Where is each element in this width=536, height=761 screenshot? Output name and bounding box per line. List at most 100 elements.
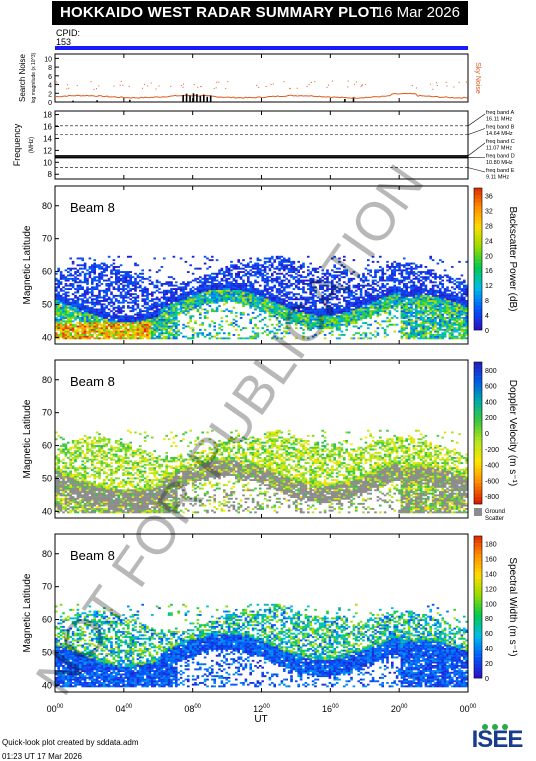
- search-noise-bar: [206, 96, 209, 102]
- echo-cell: [153, 303, 156, 306]
- cpid-value: 153: [56, 37, 72, 47]
- echo-cell: [206, 291, 209, 294]
- echo-cell: [441, 318, 444, 321]
- echo-cell: [232, 267, 236, 270]
- echo-cell: [91, 328, 94, 331]
- echo-cell: [242, 337, 245, 340]
- echo-cell: [79, 279, 82, 282]
- echo-cell: [115, 306, 118, 309]
- echo-cell: [81, 337, 84, 340]
- sky-noise-point: [256, 84, 258, 86]
- echo-cell: [263, 284, 267, 287]
- echo-cell: [400, 311, 404, 314]
- echo-cell: [302, 310, 305, 313]
- echo-cell: [244, 284, 248, 287]
- echo-cell: [160, 334, 164, 336]
- sky-noise-point: [283, 81, 285, 83]
- echo-cell: [417, 289, 420, 292]
- echo-cell: [112, 311, 116, 314]
- echo-cell: [69, 325, 72, 328]
- echo-cell: [230, 283, 233, 285]
- echo-cell: [69, 313, 72, 316]
- echo-cell: [249, 300, 252, 302]
- echo-cell: [112, 262, 116, 265]
- echo-cell: [235, 298, 238, 301]
- echo-cell: [254, 264, 257, 267]
- sky-noise-point: [181, 85, 183, 87]
- echo-cell: [446, 276, 449, 279]
- echo-cell: [93, 262, 96, 265]
- echo-cell: [407, 337, 411, 340]
- echo-cell: [139, 311, 142, 314]
- echo-cell: [314, 301, 317, 304]
- echo-cell: [292, 311, 296, 314]
- echo-cell: [400, 320, 404, 323]
- echo-cell: [148, 269, 152, 272]
- echo-cell: [251, 305, 255, 307]
- echo-cell: [297, 271, 300, 273]
- echo-cell: [64, 279, 68, 282]
- echo-cell: [328, 311, 332, 314]
- echo-cell: [388, 305, 392, 307]
- echo-cell: [357, 288, 360, 290]
- echo-cell: [95, 284, 99, 287]
- echo-cell: [453, 308, 456, 311]
- echo-cell: [76, 303, 80, 306]
- echo-cell: [422, 296, 425, 299]
- echo-cell: [355, 320, 358, 323]
- echo-cell: [441, 276, 444, 279]
- echo-cell: [172, 303, 176, 306]
- echo-cell: [362, 272, 365, 275]
- echo-cell: [455, 320, 459, 323]
- echo-cell: [407, 274, 411, 277]
- echo-cell: [69, 257, 72, 260]
- echo-cell: [431, 286, 435, 289]
- echo-cell: [55, 279, 58, 282]
- echo-cell: [266, 283, 269, 285]
- echo-cell: [74, 305, 77, 307]
- echo-cell: [453, 335, 456, 338]
- echo-cell: [407, 332, 411, 335]
- echo-cell: [227, 293, 231, 296]
- echo-cell: [403, 322, 406, 324]
- echo-cell: [151, 303, 154, 306]
- echo-cell: [391, 301, 394, 304]
- echo-cell: [347, 281, 351, 284]
- echo-cell: [292, 277, 296, 280]
- echo-cell: [189, 289, 192, 292]
- echo-cell: [328, 308, 332, 311]
- echo-cell: [74, 281, 77, 284]
- echo-cell: [319, 332, 322, 335]
- echo-cell: [309, 284, 312, 287]
- echo-cell: [292, 315, 296, 318]
- echo-cell: [381, 301, 384, 304]
- echo-cell: [103, 264, 106, 267]
- colorbar-segment: [474, 319, 482, 324]
- echo-cell: [127, 306, 130, 309]
- echo-cell: [419, 310, 423, 313]
- echo-cell: [271, 300, 274, 302]
- echo-cell: [230, 311, 233, 314]
- echo-cell: [59, 276, 63, 279]
- echo-cell: [55, 463, 58, 466]
- echo-cell: [285, 286, 288, 289]
- echo-cell: [143, 335, 147, 338]
- echo-cell: [415, 298, 418, 301]
- echo-cell: [407, 281, 411, 284]
- echo-cell: [400, 296, 404, 299]
- echo-cell: [139, 334, 142, 336]
- echo-cell: [323, 322, 327, 324]
- echo-cell: [134, 296, 137, 299]
- echo-cell: [86, 300, 89, 302]
- echo-cell: [417, 298, 420, 301]
- echo-cell: [163, 311, 166, 314]
- echo-cell: [290, 318, 293, 321]
- echo-cell: [424, 286, 428, 289]
- echo-cell: [203, 296, 207, 299]
- echo-cell: [103, 269, 106, 272]
- echo-cell: [395, 301, 399, 304]
- sky-noise-point: [465, 81, 467, 83]
- echo-cell: [443, 293, 447, 296]
- sky-noise-point: [227, 81, 229, 83]
- echo-cell: [431, 334, 435, 336]
